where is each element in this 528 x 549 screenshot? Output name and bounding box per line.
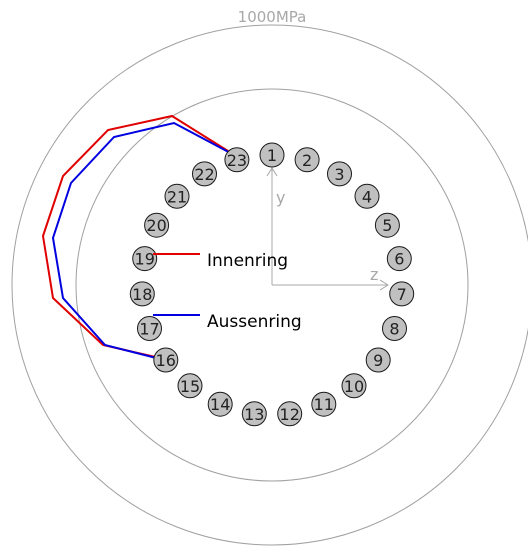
rolling-element-label: 19 (135, 250, 155, 269)
rolling-element-label: 6 (394, 250, 404, 269)
rolling-element-19: 19 (132, 246, 158, 272)
rolling-element-circle (192, 161, 217, 187)
rolling-element-circle (365, 347, 391, 373)
rolling-element-3: 3 (327, 161, 352, 187)
rolling-element-label: 5 (382, 216, 392, 235)
rolling-element-circle (341, 373, 367, 399)
rolling-element-17: 17 (137, 316, 162, 341)
rolling-element-circle (144, 212, 170, 238)
rolling-element-label: 22 (194, 165, 214, 184)
rolling-element-circle (311, 391, 337, 417)
rolling-element-circle (129, 281, 155, 307)
rolling-element-label: 21 (167, 187, 187, 206)
rolling-element-9: 9 (365, 347, 391, 373)
rolling-element-label: 2 (302, 151, 312, 170)
rolling-element-circle (374, 212, 400, 238)
scale-label: 1000MPa (238, 8, 307, 26)
rolling-element-21: 21 (164, 183, 190, 209)
rolling-element-label: 12 (280, 405, 300, 424)
rolling-element-circle (389, 281, 415, 307)
rolling-element-label: 14 (210, 395, 230, 414)
rolling-element-14: 14 (207, 391, 233, 417)
rolling-element-20: 20 (144, 212, 170, 238)
rolling-element-circle (177, 373, 203, 399)
rolling-element-circle (294, 147, 320, 173)
rolling-element-12: 12 (277, 401, 303, 427)
rolling-element-2: 2 (294, 147, 320, 173)
rolling-element-15: 15 (177, 373, 203, 399)
rolling-element-label: 17 (139, 320, 159, 339)
rolling-element-circle (164, 183, 190, 209)
rolling-element-label: 1 (267, 146, 277, 165)
rolling-element-circle (224, 147, 250, 173)
rolling-element-circle (241, 401, 267, 427)
rolling-element-circle (259, 142, 285, 168)
rolling-element-18: 18 (129, 281, 155, 307)
z-axis-arrow (379, 279, 389, 291)
y-axis-label: y (276, 188, 285, 207)
rolling-element-label: 23 (227, 151, 247, 170)
rolling-element-label: 9 (373, 351, 383, 370)
rolling-element-label: 11 (314, 395, 334, 414)
rolling-element-label: 10 (344, 377, 364, 396)
aussenring-stress-curve (51, 121, 237, 361)
rolling-element-23: 23 (224, 147, 250, 173)
rolling-element-label: 15 (180, 377, 200, 396)
inner-scale-circle (75, 88, 469, 482)
rolling-element-circle (354, 183, 380, 209)
rolling-element-13: 13 (241, 401, 267, 427)
rolling-element-label: 18 (132, 285, 152, 304)
rolling-element-label: 8 (389, 320, 399, 339)
rolling-element-label: 4 (362, 187, 372, 206)
rolling-element-circle (207, 391, 233, 417)
rolling-element-22: 22 (192, 161, 217, 187)
rolling-element-6: 6 (386, 246, 412, 272)
rolling-element-circle (277, 401, 303, 427)
outer-scale-circle (11, 24, 528, 546)
rolling-element-4: 4 (354, 183, 380, 209)
rolling-element-5: 5 (374, 212, 400, 238)
rolling-element-circle (132, 246, 158, 272)
rolling-element-7: 7 (389, 281, 415, 307)
rolling-element-circle (137, 316, 162, 341)
z-axis-label: z (370, 265, 378, 284)
rolling-element-label: 13 (244, 405, 264, 424)
rolling-element-11: 11 (311, 391, 337, 417)
rolling-element-circle (382, 316, 407, 341)
innenring-stress-curve (41, 114, 237, 359)
legend-innenring-label: Innenring (207, 251, 288, 271)
rolling-element-circle (386, 246, 412, 272)
rolling-element-10: 10 (341, 373, 367, 399)
rolling-element-label: 20 (146, 216, 166, 235)
rolling-element-circle (153, 347, 179, 373)
rolling-element-1: 1 (259, 142, 285, 168)
rolling-element-label: 7 (397, 285, 407, 304)
rolling-element-8: 8 (382, 316, 407, 341)
y-axis-arrow (266, 167, 278, 177)
rolling-element-16: 16 (153, 347, 179, 373)
rolling-element-label: 16 (156, 351, 176, 370)
legend-aussenring-label: Aussenring (207, 312, 302, 332)
rolling-element-label: 3 (334, 165, 344, 184)
rolling-element-circle (327, 161, 352, 187)
